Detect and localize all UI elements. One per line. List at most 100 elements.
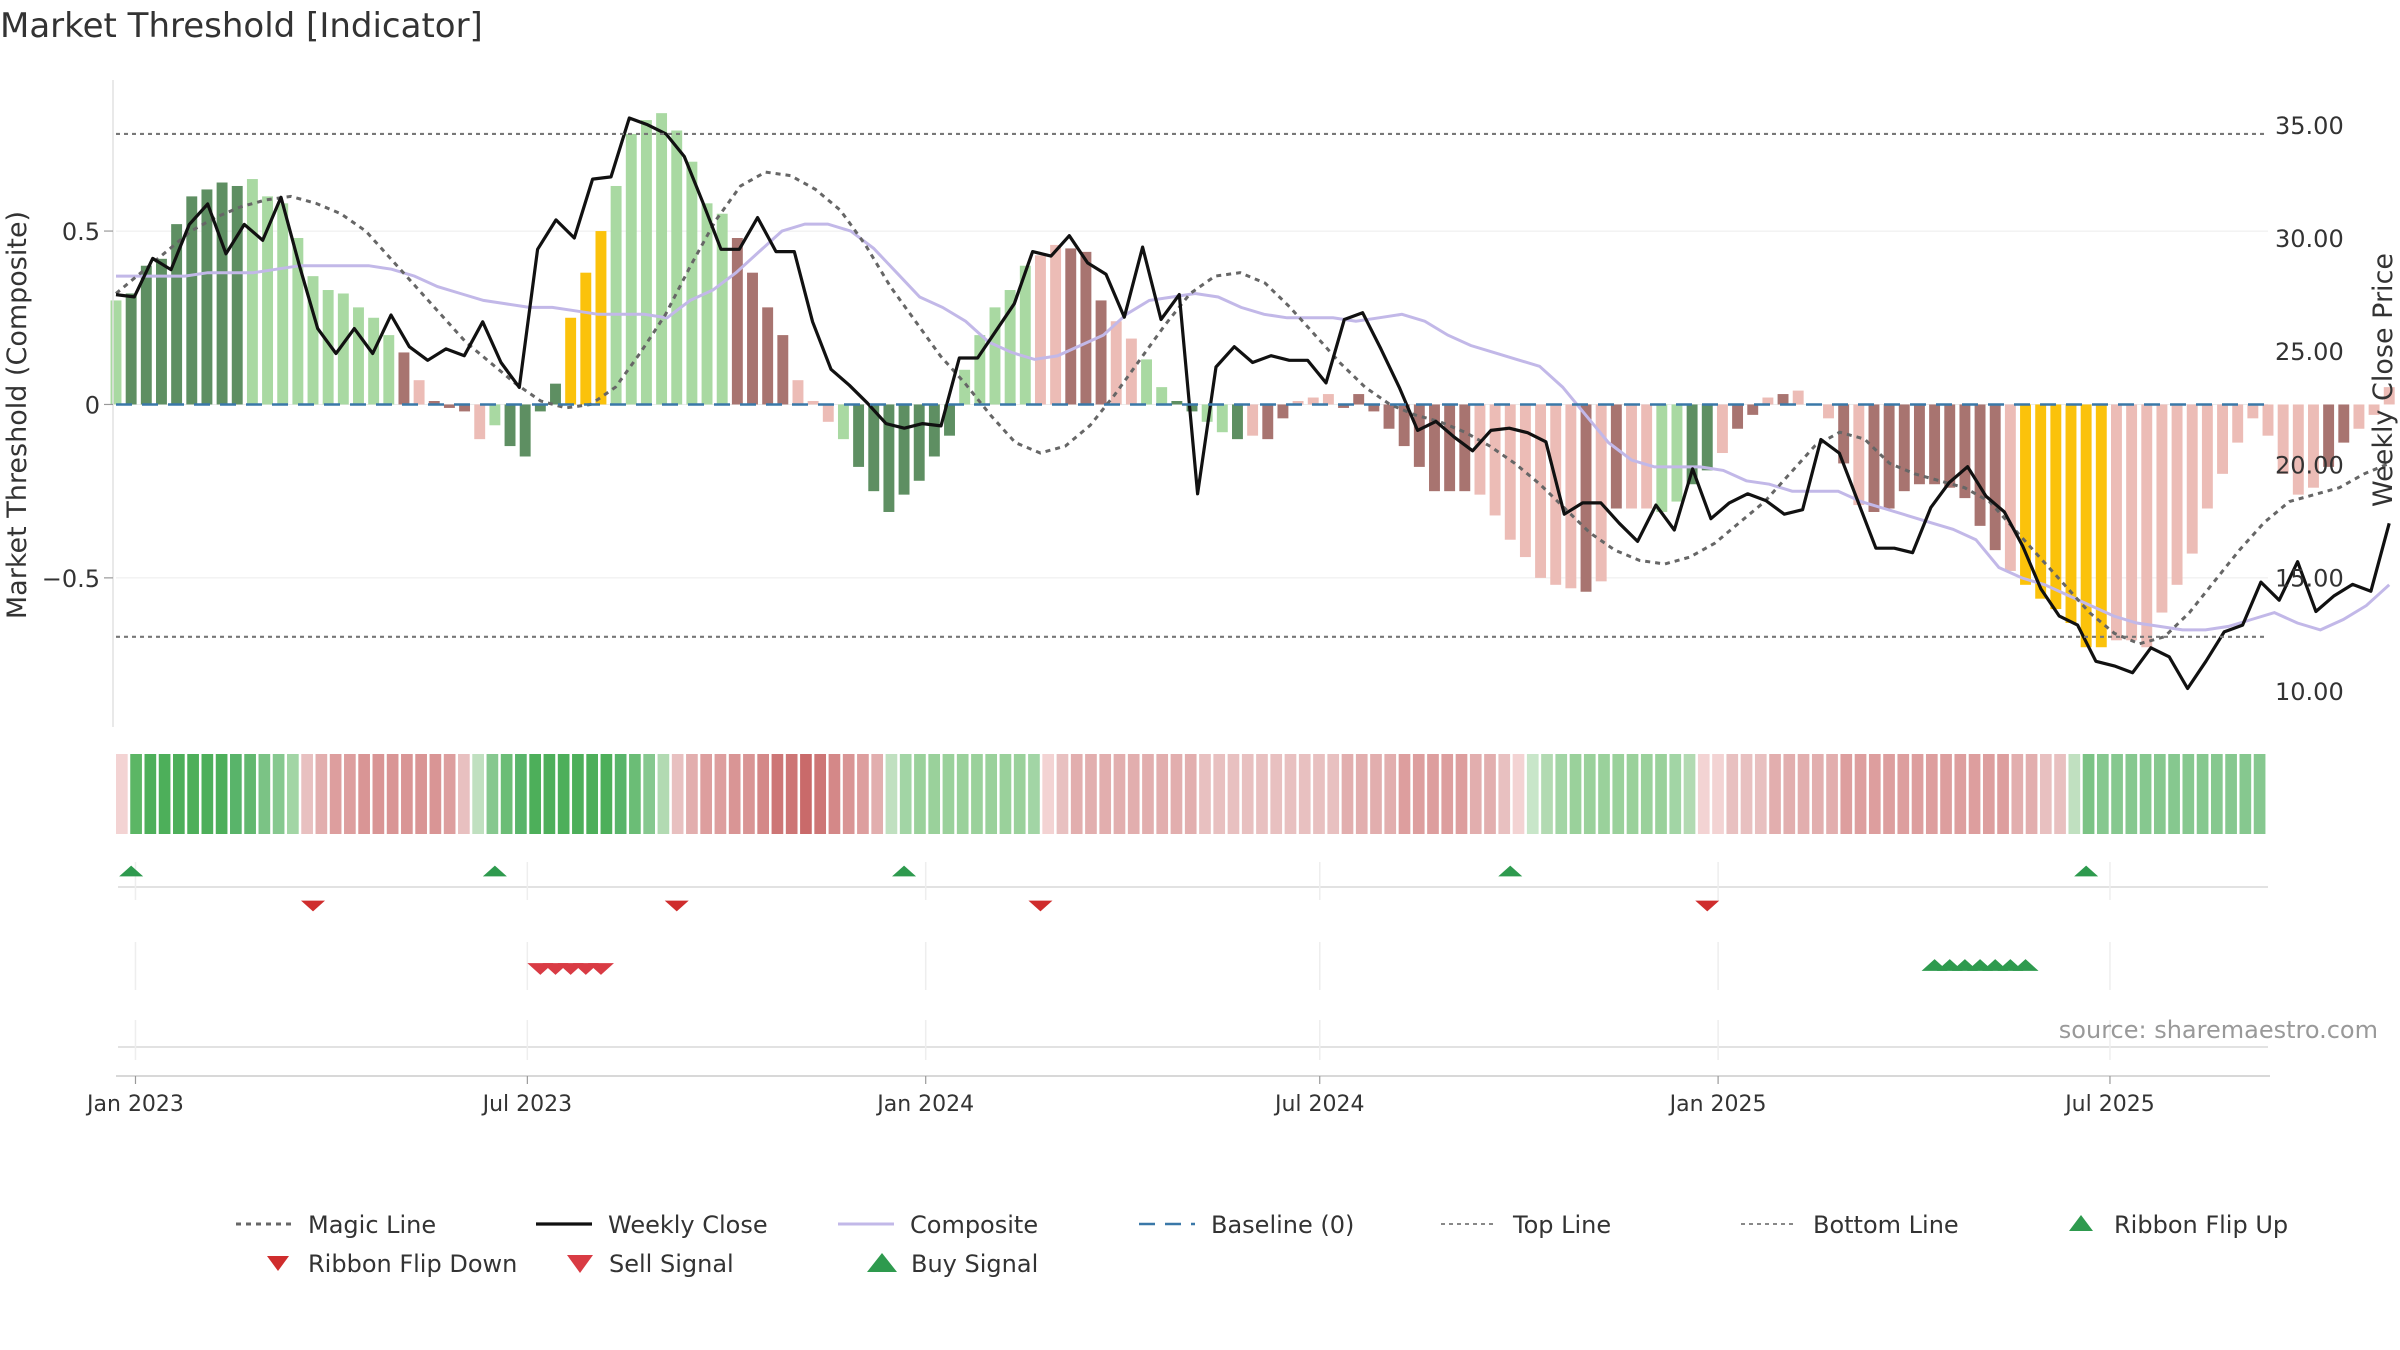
composite-bar — [1989, 404, 2001, 551]
ribbon-cell — [1526, 754, 1539, 834]
composite-line — [116, 222, 2391, 632]
composite-bar — [216, 182, 228, 405]
ribbon-cell — [557, 754, 570, 834]
source-label: source: sharemaestro.com — [2059, 1016, 2378, 1044]
line-series — [115, 116, 2391, 691]
composite-bar — [1686, 404, 1698, 485]
composite-bar — [1444, 404, 1456, 492]
composite-bar — [580, 272, 592, 405]
ribbon-cell — [1441, 754, 1454, 834]
ribbon-cell — [2125, 754, 2138, 834]
legend-label: Ribbon Flip Down — [308, 1250, 517, 1278]
ribbon-cell — [258, 754, 271, 834]
ribbon-cell — [130, 754, 142, 834]
composite-bar — [1413, 404, 1425, 467]
legend-swatch-9 — [867, 1253, 897, 1272]
legend-label: Weekly Close — [608, 1211, 768, 1239]
ribbon-flip-up-marker — [119, 865, 144, 877]
ribbon-cell — [358, 754, 370, 834]
ribbon-cell — [415, 754, 427, 834]
ribbon-cell — [2239, 754, 2252, 834]
left-axis-label: Market Threshold (Composite) — [2, 211, 33, 619]
composite-bar — [1322, 394, 1334, 405]
x-tick-label: Jul 2025 — [2063, 1092, 2155, 1117]
composite-bar — [1353, 394, 1365, 405]
ribbon-cell — [287, 754, 299, 834]
composite-bar — [2232, 404, 2244, 443]
composite-bar — [125, 293, 137, 405]
right-tick-label: 20.00 — [2275, 451, 2344, 479]
composite-bar — [1034, 255, 1046, 405]
composite-bar — [625, 133, 637, 405]
ribbon-cell — [1469, 754, 1482, 834]
composite-bar — [595, 231, 607, 405]
ribbon-cell — [671, 754, 684, 834]
ribbon-cell — [2168, 754, 2180, 834]
composite-bar — [459, 404, 471, 412]
legend: Magic Line Weekly Close Composite Baseline … — [236, 1211, 2288, 1278]
ribbon-cell — [1142, 754, 1154, 834]
composite-bar — [1156, 387, 1168, 405]
x-tick-label: Jul 2024 — [1273, 1092, 1365, 1117]
ribbon-cell — [116, 754, 128, 834]
legend-label: Composite — [910, 1211, 1038, 1239]
composite-bar — [2050, 404, 2062, 610]
chart-title: Market Threshold [Indicator] — [0, 6, 483, 46]
composite-bar — [989, 307, 1001, 405]
composite-bar — [1610, 404, 1622, 509]
ribbon-cell — [1313, 754, 1325, 834]
composite-bar — [1519, 404, 1531, 558]
x-tick-label: Jul 2023 — [481, 1092, 573, 1117]
composite-bar — [2171, 404, 2183, 585]
composite-bar — [731, 238, 743, 405]
composite-bar — [1398, 404, 1410, 447]
ribbon-cell — [2111, 754, 2123, 834]
composite-bar — [2353, 404, 2365, 429]
composite-bar — [1247, 404, 1259, 436]
sell-swatch — [567, 1255, 593, 1273]
composite-bar — [1141, 359, 1152, 405]
composite-bar — [1550, 404, 1562, 585]
composite-bar — [2020, 404, 2031, 585]
ribbon-cell — [714, 754, 727, 834]
composite-bars — [110, 113, 2395, 648]
composite-bar — [1368, 404, 1380, 412]
ribbon-cell — [1427, 754, 1439, 834]
ribbon-cell — [2039, 754, 2052, 834]
composite-bar — [1823, 404, 1834, 419]
ribbon-cell — [386, 754, 399, 834]
ribbon-cell — [1284, 754, 1297, 834]
ribbon-flip-up-marker — [482, 865, 507, 877]
composite-bar — [1747, 404, 1759, 415]
ribbon-cell — [1199, 754, 1211, 834]
composite-bar — [1065, 248, 1077, 405]
legend-label: Buy Signal — [911, 1250, 1038, 1278]
ribbon-cell — [928, 754, 941, 834]
ribbon-cell — [614, 754, 627, 834]
composite-bar — [1671, 404, 1683, 502]
ribbon-cell — [2096, 754, 2109, 834]
composite-bar — [656, 113, 668, 405]
ribbon-cell — [1555, 754, 1568, 834]
composite-bar — [762, 307, 774, 405]
composite-bar — [322, 290, 334, 405]
composite-bar — [1595, 404, 1607, 582]
composite-bar — [1489, 404, 1501, 516]
ribbon-cell — [1697, 754, 1710, 834]
ribbon-cell — [1740, 754, 1753, 834]
composite-bar — [1777, 394, 1789, 405]
ribbon-cell — [1854, 754, 1867, 834]
ribbon-cell — [401, 754, 413, 834]
ribbon-cell — [885, 754, 898, 834]
ribbon-cell — [1099, 754, 1112, 834]
composite-bar — [1883, 404, 1895, 509]
ribbon-cell — [272, 754, 285, 834]
legend-swatch-7 — [267, 1256, 289, 1271]
ribbon-cell — [800, 754, 812, 834]
ribbon-cell — [244, 754, 256, 834]
composite-bar — [716, 213, 728, 405]
ribbon-cell — [828, 754, 841, 834]
composite-bar — [1201, 404, 1213, 422]
composite-bar — [1641, 404, 1653, 509]
composite-bar — [565, 317, 577, 405]
